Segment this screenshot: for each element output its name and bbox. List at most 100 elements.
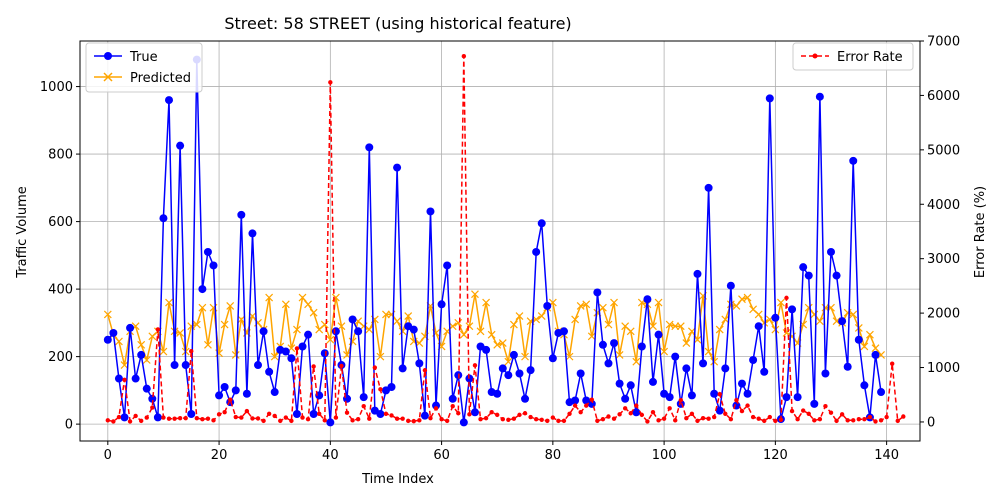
data-point-predicted (198, 303, 207, 312)
data-point-error (628, 411, 633, 416)
data-point-error (161, 415, 166, 420)
data-point-true (877, 388, 886, 397)
data-point-error (572, 403, 578, 408)
data-point-predicted (715, 325, 724, 334)
data-point-true (365, 143, 374, 152)
data-point-true (615, 379, 624, 388)
x-tick-label: 0 (104, 448, 112, 463)
data-point-error (311, 364, 316, 369)
data-point-error (261, 418, 266, 424)
data-point-true (443, 261, 452, 270)
data-point-true (482, 345, 491, 354)
data-point-predicted (293, 325, 301, 334)
data-point-predicted (704, 347, 713, 356)
data-point-predicted (337, 322, 346, 331)
legend-right: Error Rate (792, 42, 914, 71)
data-point-error (711, 414, 717, 420)
data-point-error (283, 415, 289, 420)
data-point-error (489, 409, 494, 415)
data-point-true (209, 261, 218, 270)
data-point-predicted (537, 312, 546, 321)
x-axis-label: Time Index (361, 472, 434, 487)
data-point-predicted (726, 300, 735, 309)
data-point-predicted (115, 337, 123, 346)
data-point-error (394, 416, 400, 421)
data-point-error (867, 414, 873, 420)
data-point-error (678, 397, 683, 403)
data-point-true (259, 327, 268, 336)
data-point-true (165, 96, 174, 105)
data-point-true (470, 408, 479, 417)
data-point-error (784, 295, 789, 301)
data-point-true (521, 394, 530, 403)
data-point-true (270, 388, 279, 397)
data-point-error (812, 418, 817, 423)
data-point-error (177, 415, 183, 421)
data-point-true (326, 418, 335, 427)
data-point-true (743, 389, 752, 398)
data-point-error (645, 419, 650, 424)
y-tick-label: 1000 (40, 80, 73, 95)
chart-title: Street: 58 STREET (using historical feat… (224, 14, 571, 33)
data-point-error (878, 418, 884, 423)
data-point-error (889, 361, 895, 366)
y2-tick-label: 5000 (927, 143, 960, 158)
data-point-error (172, 416, 177, 421)
data-point-true (576, 369, 585, 378)
data-point-error (539, 417, 544, 422)
data-point-error (200, 417, 205, 422)
data-point-error (189, 349, 194, 354)
data-point-predicted (142, 356, 151, 364)
data-point-predicted (582, 300, 591, 309)
data-point-error (328, 80, 333, 85)
data-point-error (428, 415, 433, 421)
data-point-error (611, 416, 617, 421)
data-point-error (550, 415, 556, 420)
data-point-true (721, 364, 730, 373)
y-tick-label: 800 (48, 148, 73, 163)
data-point-error (227, 397, 233, 402)
x-tick-label: 100 (652, 448, 677, 463)
data-point-true (176, 141, 185, 150)
data-point-predicted (710, 357, 719, 366)
data-point-true (665, 393, 674, 402)
data-point-predicted (843, 308, 852, 317)
data-point-error (767, 414, 773, 420)
data-point-error (127, 419, 133, 424)
data-point-true (170, 361, 179, 370)
data-point-true (838, 317, 847, 326)
legend-true-marker (104, 52, 112, 60)
data-point-predicted (187, 322, 196, 331)
data-point-error (433, 406, 439, 411)
data-point-predicted (565, 352, 574, 361)
data-point-true (632, 408, 641, 417)
data-point-error (205, 416, 211, 421)
data-point-error (183, 415, 188, 421)
data-point-error (823, 403, 828, 409)
y-tick-label: 400 (48, 283, 73, 298)
data-point-true (509, 350, 518, 359)
data-point-error (745, 403, 750, 408)
y-tick-label: 600 (48, 215, 73, 230)
x-tick-label: 140 (874, 448, 899, 463)
data-point-true (621, 394, 630, 403)
data-point-true (815, 92, 824, 101)
data-point-error (372, 365, 378, 370)
x-axis-ticks: 0 20 40 60 80 100 120 140 (104, 441, 899, 463)
data-point-true (710, 389, 719, 398)
data-point-error (595, 418, 600, 424)
data-point-predicted (487, 330, 496, 339)
data-point-true (810, 399, 819, 408)
data-point-predicted (671, 322, 680, 331)
legend-predicted-marker (103, 72, 113, 82)
data-point-predicted (398, 327, 407, 336)
data-point-error (606, 414, 611, 419)
data-point-error (673, 418, 678, 423)
data-point-error (695, 418, 700, 424)
data-point-true (320, 349, 329, 358)
data-point-error (350, 418, 355, 423)
data-point-error (862, 417, 867, 422)
data-point-true (598, 340, 607, 349)
data-point-error (617, 412, 622, 417)
data-point-error (266, 411, 272, 416)
